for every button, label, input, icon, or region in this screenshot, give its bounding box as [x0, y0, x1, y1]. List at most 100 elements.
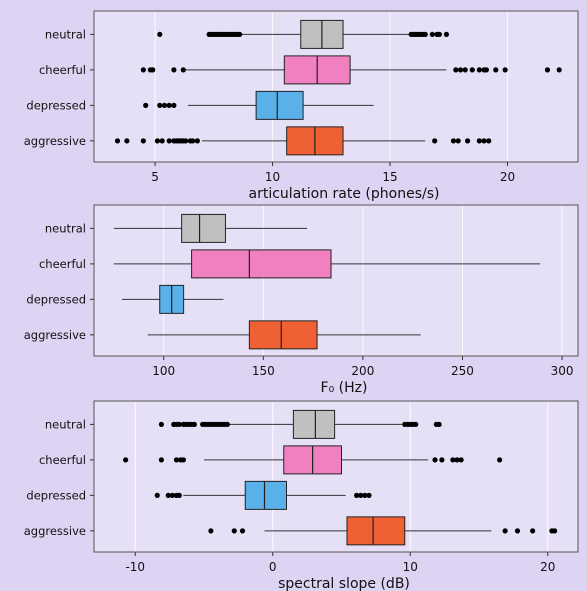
- outlier-point: [530, 528, 536, 534]
- outlier-point: [165, 492, 171, 498]
- outlier-point: [476, 138, 482, 144]
- outlier-point: [502, 67, 508, 73]
- outlier-point: [191, 421, 197, 428]
- box-aggressive: aggressive: [24, 126, 492, 156]
- outlier-point: [176, 421, 182, 428]
- outlier-point: [486, 138, 492, 144]
- outlier-point: [194, 138, 200, 144]
- category-label: neutral: [45, 27, 86, 41]
- outlier-point: [439, 457, 445, 463]
- outlier-point: [224, 421, 230, 428]
- x-tick-label: 0: [269, 560, 277, 574]
- outlier-point: [180, 67, 186, 73]
- x-tick-label: 20: [500, 170, 515, 184]
- panel-2: 100 150 200 250 300 F₀ (Hz) neutral cheerful dep…: [24, 204, 579, 396]
- outlier-point: [166, 102, 172, 108]
- outlier-point: [462, 67, 468, 73]
- x-tick-label: 10: [265, 170, 280, 184]
- outlier-point: [362, 492, 368, 498]
- outlier-point: [140, 138, 146, 144]
- box-depressed: depressed: [26, 480, 372, 510]
- iqr-box: [346, 516, 406, 546]
- outlier-point: [154, 492, 160, 498]
- outlier-point: [158, 421, 164, 428]
- x-axis-title: F₀ (Hz): [321, 380, 368, 396]
- outlier-point: [502, 528, 508, 534]
- outlier-point: [432, 457, 438, 463]
- outlier-point: [180, 457, 186, 463]
- iqr-box: [181, 213, 226, 243]
- outlier-point: [237, 31, 243, 38]
- outlier-point: [190, 138, 196, 144]
- outlier-point: [124, 138, 130, 144]
- outlier-point: [208, 528, 214, 534]
- iqr-box: [292, 409, 336, 439]
- outlier-point: [544, 67, 551, 73]
- outlier-point: [173, 457, 180, 463]
- box-aggressive: aggressive: [24, 320, 421, 350]
- outlier-point: [239, 528, 246, 534]
- x-tick-label: 100: [152, 364, 175, 378]
- x-tick-label: 20: [540, 560, 555, 574]
- outlier-point: [493, 67, 499, 73]
- category-label: cheerful: [39, 63, 86, 77]
- box-cheerful: cheerful: [39, 249, 541, 279]
- outlier-point: [354, 492, 360, 498]
- outlier-point: [140, 67, 146, 73]
- outlier-point: [476, 67, 482, 73]
- outlier-point: [157, 102, 163, 108]
- x-tick-label: 250: [451, 364, 474, 378]
- category-label: depressed: [26, 292, 86, 306]
- box-neutral: neutral: [45, 19, 450, 49]
- x-tick-label: 150: [252, 364, 275, 378]
- box-cheerful: cheerful: [39, 445, 503, 475]
- iqr-box: [244, 480, 287, 510]
- box-depressed: depressed: [26, 90, 374, 120]
- category-label: neutral: [45, 417, 86, 431]
- outlier-point: [231, 528, 237, 534]
- outlier-point: [169, 492, 175, 498]
- outlier-point: [422, 31, 428, 38]
- outlier-point: [358, 492, 364, 498]
- outlier-point: [464, 138, 471, 144]
- x-axis-title: spectral slope (dB): [278, 576, 410, 591]
- outlier-point: [413, 421, 419, 428]
- category-label: depressed: [26, 98, 86, 112]
- outlier-point: [497, 457, 503, 463]
- outlier-point: [469, 67, 475, 73]
- x-tick-label: 200: [351, 364, 374, 378]
- outlier-point: [455, 138, 461, 144]
- outlier-point: [171, 67, 177, 73]
- box-depressed: depressed: [26, 284, 224, 314]
- x-tick-label: 300: [551, 364, 574, 378]
- outlier-point: [552, 528, 558, 534]
- outlier-point: [450, 138, 457, 144]
- x-tick-label: 10: [403, 560, 418, 574]
- x-tick-label: 15: [382, 170, 397, 184]
- outlier-point: [161, 102, 168, 108]
- outlier-point: [114, 138, 121, 144]
- iqr-box: [191, 249, 332, 279]
- outlier-point: [158, 457, 164, 463]
- outlier-point: [514, 528, 521, 534]
- panel-3: -10 0 10 20 spectral slope (dB) neutral cheerf…: [24, 400, 579, 591]
- outlier-point: [457, 67, 464, 73]
- box-neutral: neutral: [45, 213, 308, 243]
- outlier-point: [143, 102, 149, 108]
- plot-area: [93, 204, 579, 357]
- outlier-point: [481, 138, 487, 144]
- outlier-point: [166, 138, 172, 144]
- category-label: aggressive: [24, 524, 86, 538]
- outlier-point: [483, 67, 489, 73]
- outlier-point: [183, 138, 189, 144]
- category-label: cheerful: [39, 257, 86, 271]
- outlier-point: [556, 67, 562, 73]
- outlier-point: [454, 457, 460, 463]
- category-label: aggressive: [24, 328, 86, 342]
- panel-1: 5 10 15 20 articulation rate (phones/s) neutr…: [24, 10, 579, 202]
- x-tick-label: -10: [125, 560, 145, 574]
- outlier-point: [436, 31, 442, 38]
- outlier-point: [453, 67, 459, 73]
- outlier-point: [436, 421, 442, 428]
